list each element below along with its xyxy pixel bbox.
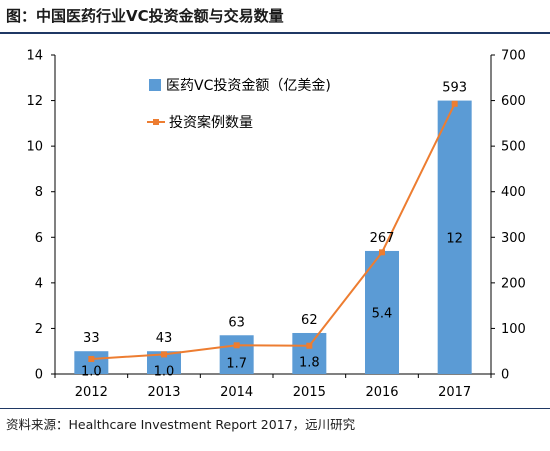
y-right-tick-label: 300 [501, 231, 526, 246]
source-rule [0, 408, 550, 409]
y-left-tick-label: 14 [26, 49, 43, 64]
title-rule [0, 32, 550, 34]
source-note: 资料来源：Healthcare Investment Report 2017，远… [6, 417, 356, 432]
x-tick-label: 2014 [220, 385, 253, 400]
y-right-tick-label: 700 [501, 49, 526, 64]
bar-data-label: 1.0 [154, 365, 175, 380]
legend-swatch-marker [153, 119, 159, 125]
y-right-tick-label: 600 [501, 94, 526, 109]
y-right-tick-label: 0 [501, 368, 509, 383]
y-right-tick-label: 500 [501, 140, 526, 155]
line-data-label: 33 [83, 331, 100, 346]
x-tick-label: 2015 [293, 385, 326, 400]
y-left-tick-label: 8 [35, 185, 43, 200]
x-tick-label: 2017 [438, 385, 471, 400]
y-left-tick-label: 10 [26, 140, 43, 155]
bar-data-label: 1.0 [81, 365, 102, 380]
line-data-label: 62 [301, 313, 318, 328]
line-data-label: 267 [370, 231, 395, 246]
x-tick-label: 2012 [75, 385, 108, 400]
line-data-label: 593 [442, 81, 467, 96]
y-left-tick-label: 12 [26, 94, 43, 109]
bar [365, 250, 399, 374]
bar [74, 351, 109, 374]
line-series [91, 103, 456, 360]
line-point [161, 351, 167, 358]
y-right-tick-label: 100 [501, 322, 526, 337]
bar [292, 332, 327, 374]
bar [219, 335, 254, 374]
line-point [306, 342, 313, 349]
x-tick-label: 2016 [365, 385, 398, 400]
legend-swatch-bar [149, 79, 161, 91]
bar-data-label: 1.8 [299, 355, 320, 370]
y-right-tick-label: 200 [501, 276, 526, 291]
x-tick-label: 2013 [147, 385, 180, 400]
line-data-label: 43 [156, 331, 173, 346]
y-left-tick-label: 2 [35, 322, 43, 337]
line-point [88, 355, 95, 362]
y-left-tick-label: 6 [35, 231, 43, 246]
y-right-tick-label: 400 [501, 185, 526, 200]
bar-data-label: 1.7 [226, 357, 247, 372]
bar [147, 351, 181, 374]
line-point [379, 249, 385, 256]
bar-data-label: 5.4 [372, 306, 393, 321]
figure-title: 图：中国医药行业VC投资金额与交易数量 [6, 7, 284, 25]
line-point [233, 342, 240, 349]
legend-label-line: 投资案例数量 [169, 114, 253, 131]
bar [437, 100, 472, 375]
line-data-label: 63 [228, 315, 245, 330]
bar-data-label: 12 [446, 231, 463, 246]
chart: 0 2 4 6 8 10 12 14 0 100 200 300 400 500 600 700 2012 201… [26, 49, 526, 401]
legend-label-bar: 医药VC投资金额（亿美金) [166, 78, 331, 94]
line-point [451, 100, 458, 107]
y-left-tick-label: 4 [35, 276, 43, 291]
y-left-tick-label: 0 [35, 368, 43, 383]
